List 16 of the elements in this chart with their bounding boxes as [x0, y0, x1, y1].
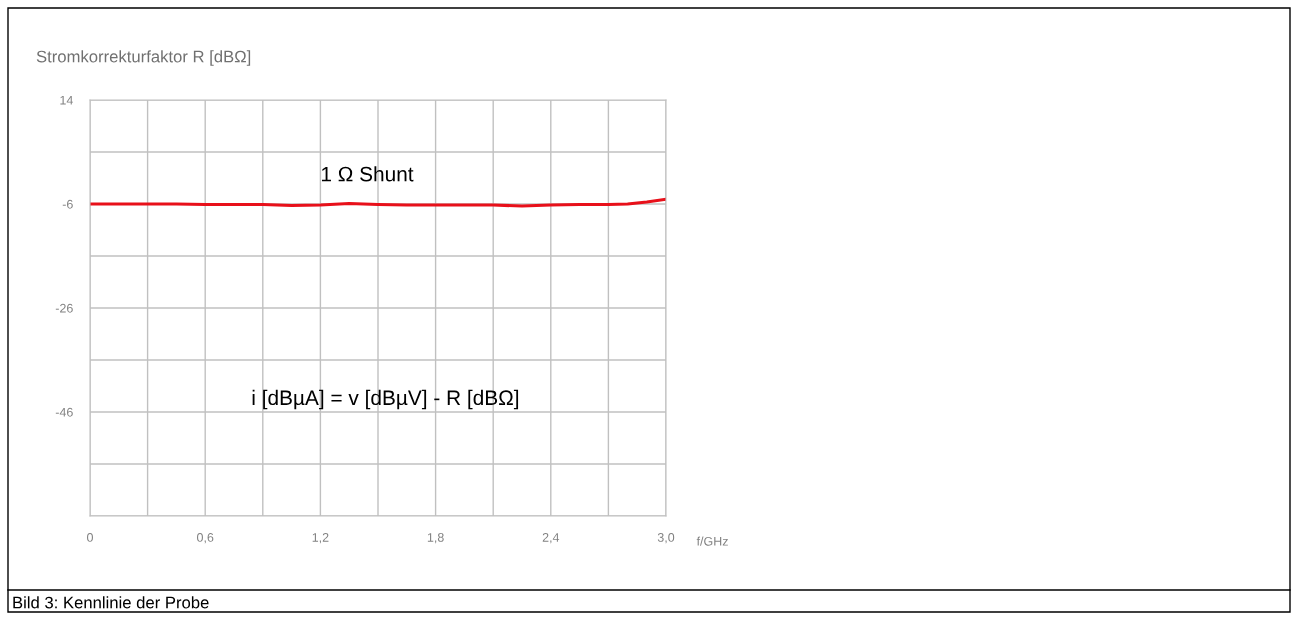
y-tick-label: 14 — [60, 95, 73, 105]
x-tick-label: 2,4 — [542, 533, 560, 544]
y-tick-label: -46 — [55, 407, 73, 417]
line-series — [90, 197, 666, 208]
annotation: i [dBµA] = v [dBµV] - R [dBΩ] — [252, 389, 519, 410]
text: Bild 3: Kennlinie der Probe — [13, 596, 209, 609]
y-axis-title: Stromkorrekturfaktor R [dBΩ] — [36, 50, 251, 66]
x-tick-label: 1,2 — [312, 533, 329, 544]
x-tick-label: 0 — [87, 533, 93, 542]
series-label: 1 Ω Shunt — [321, 166, 414, 182]
y-tick-label: -26 — [55, 303, 73, 313]
y-tick-label: -6 — [62, 199, 73, 209]
x-tick-label: 0,6 — [197, 533, 214, 544]
x-tick-label: 1,8 — [427, 533, 444, 544]
x-tick-label: 3,0 — [657, 533, 675, 544]
x-axis-title: f/GHz — [696, 536, 728, 546]
